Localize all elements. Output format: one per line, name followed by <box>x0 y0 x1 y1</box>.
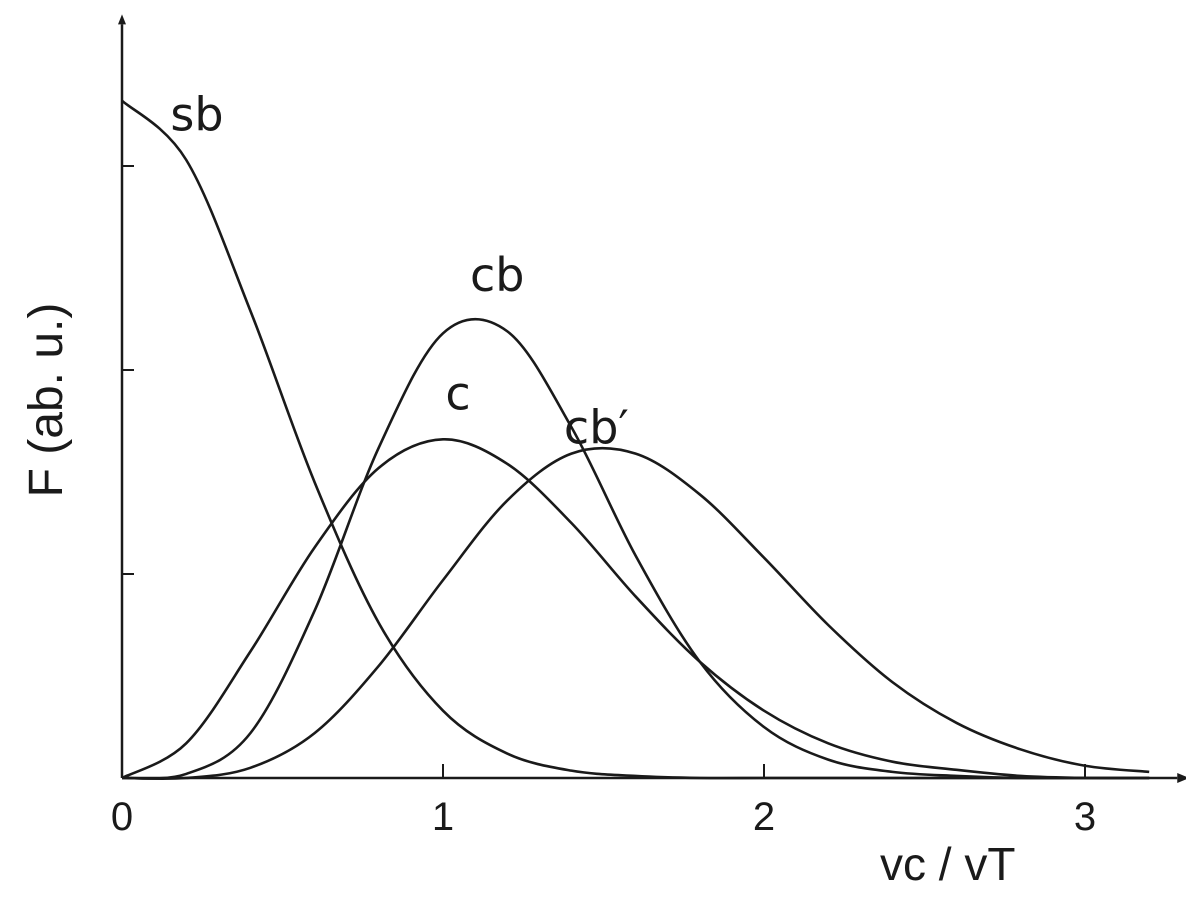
x-tick-label: 3 <box>1074 795 1096 839</box>
curve-label: cb′ <box>564 401 629 455</box>
curve-label: c <box>445 366 470 420</box>
curve <box>121 99 1150 780</box>
y-axis-label: F (ab. u.) <box>20 303 73 498</box>
x-axis-label: vc / vT <box>880 838 1015 890</box>
curve-label: cb <box>470 248 525 302</box>
x-tick-label: 2 <box>753 795 775 839</box>
curve <box>121 317 1150 780</box>
curve <box>121 446 1150 781</box>
x-tick-label: 0 <box>111 795 133 839</box>
curve-label: sb <box>170 88 223 142</box>
curve <box>121 438 1150 780</box>
y-axis-arrow <box>118 14 126 25</box>
x-tick-label: 1 <box>432 795 454 839</box>
x-axis-arrow <box>1177 773 1186 783</box>
